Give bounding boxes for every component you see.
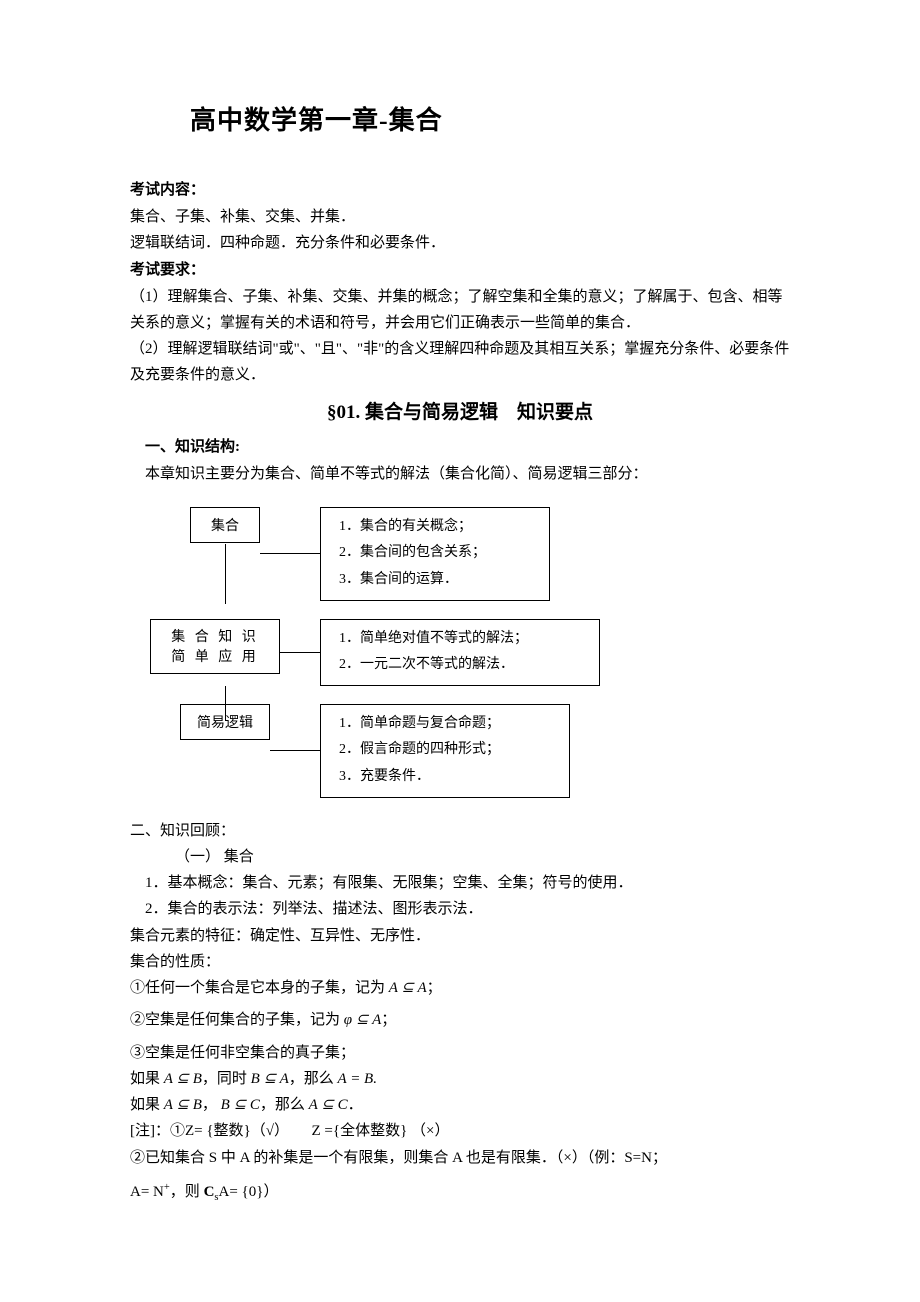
review-item: 1．基本概念：集合、元素；有限集、无限集；空集、全集；符号的使用．	[145, 870, 790, 896]
note-3: A= N+，则 CsA= {0}）	[130, 1179, 790, 1207]
diagram-connector	[260, 553, 320, 554]
property-4: 如果 A ⊆ B，同时 B ⊆ A，那么 A = B.	[130, 1066, 790, 1092]
prop4-mid2: ，那么	[289, 1071, 334, 1087]
note3-pre: A= N	[130, 1184, 164, 1200]
review-item: 2．集合的表示法：列举法、描述法、图形表示法．	[145, 896, 790, 922]
property-2: ②空集是任何集合的子集，记为 φ ⊆ A；	[130, 1007, 790, 1033]
note3-mid: ，则	[170, 1184, 200, 1200]
diagram-connector	[280, 652, 320, 653]
prop5-f1: A ⊆ B	[164, 1097, 202, 1113]
review-properties-label: 集合的性质：	[130, 949, 790, 975]
note3-post: A= {0}）	[219, 1184, 279, 1200]
exam-req-2: （2）理解逻辑联结词"或"、"且"、"非"的含义理解四种命题及其相互关系；掌握充…	[130, 336, 790, 389]
prop1-post: ；	[427, 980, 442, 996]
exam-req-1: （1）理解集合、子集、补集、交集、并集的概念；了解空集和全集的意义；了解属于、包…	[130, 284, 790, 337]
prop2-formula: φ ⊆ A	[344, 1012, 382, 1028]
diagram-box-left: 集合	[190, 507, 260, 543]
diagram-row: 简易逻辑 1．简单命题与复合命题； 2．假言命题的四种形式； 3．充要条件．	[150, 704, 790, 798]
diagram-box-right: 1．集合的有关概念； 2．集合间的包含关系； 3．集合间的运算．	[320, 507, 550, 601]
prop2-text: ②空集是任何集合的子集，记为	[130, 1012, 340, 1028]
exam-content-text: 集合、子集、补集、交集、并集．	[130, 204, 790, 230]
property-1: ①任何一个集合是它本身的子集，记为 A ⊆ A；	[130, 975, 790, 1001]
prop1-formula: A ⊆ A	[389, 980, 427, 996]
note-2: ②已知集合 S 中 A 的补集是一个有限集，则集合 A 也是有限集．（×）（例：…	[130, 1145, 790, 1171]
exam-content-label: 考试内容：	[130, 177, 790, 204]
prop1-text: ①任何一个集合是它本身的子集，记为	[130, 980, 385, 996]
property-3: ③空集是任何非空集合的真子集；	[130, 1040, 790, 1066]
prop5-f3: A ⊆ C	[309, 1097, 348, 1113]
section-subtitle: §01. 集合与简易逻辑 知识要点	[130, 397, 790, 424]
diagram-vline	[225, 544, 226, 604]
prop2-post: ；	[381, 1012, 396, 1028]
property-5: 如果 A ⊆ B， B ⊆ C，那么 A ⊆ C．	[130, 1092, 790, 1118]
note3-c: C	[204, 1184, 215, 1200]
diagram-row: 集合 1．集合的有关概念； 2．集合间的包含关系； 3．集合间的运算．	[150, 507, 790, 601]
prop4-f3: A = B.	[338, 1071, 377, 1087]
diagram-box-right: 1．简单绝对值不等式的解法； 2．一元二次不等式的解法．	[320, 619, 600, 686]
diagram-connector	[270, 750, 320, 751]
review-subheading: （一） 集合	[175, 844, 790, 870]
structure-heading: 一、知识结构:	[145, 434, 790, 461]
note-1: [注]：①Z= {整数}（√） Z ={全体整数} （×）	[130, 1118, 790, 1144]
prop5-post: ．	[348, 1097, 363, 1113]
prop5-pre: 如果	[130, 1097, 160, 1113]
exam-content-text2: 逻辑联结词．四种命题．充分条件和必要条件．	[130, 230, 790, 256]
structure-desc: 本章知识主要分为集合、简单不等式的解法（集合化简）、简易逻辑三部分：	[145, 461, 790, 487]
diagram-box-right: 1．简单命题与复合命题； 2．假言命题的四种形式； 3．充要条件．	[320, 704, 570, 798]
main-title: 高中数学第一章-集合	[190, 100, 790, 137]
prop5-mid2: ，那么	[260, 1097, 305, 1113]
prop5-mid: ，	[202, 1097, 217, 1113]
prop5-f2: B ⊆ C	[221, 1097, 260, 1113]
exam-req-label: 考试要求：	[130, 257, 790, 284]
document-page: 高中数学第一章-集合 考试内容： 集合、子集、补集、交集、并集． 逻辑联结词．四…	[0, 0, 920, 1302]
knowledge-diagram: 集合 1．集合的有关概念； 2．集合间的包含关系； 3．集合间的运算． 集 合 …	[150, 507, 790, 798]
diagram-box-center: 集 合 知 识 简 单 应 用	[150, 619, 280, 674]
prop4-mid: ，同时	[202, 1071, 247, 1087]
diagram-row: 集 合 知 识 简 单 应 用 1．简单绝对值不等式的解法； 2．一元二次不等式…	[150, 619, 790, 686]
review-heading: 二、知识回顾：	[130, 818, 790, 844]
prop4-f2: B ⊆ A	[251, 1071, 289, 1087]
prop4-pre: 如果	[130, 1071, 160, 1087]
review-features: 集合元素的特征：确定性、互异性、无序性．	[130, 923, 790, 949]
prop4-f1: A ⊆ B	[164, 1071, 202, 1087]
diagram-vline	[225, 686, 226, 721]
